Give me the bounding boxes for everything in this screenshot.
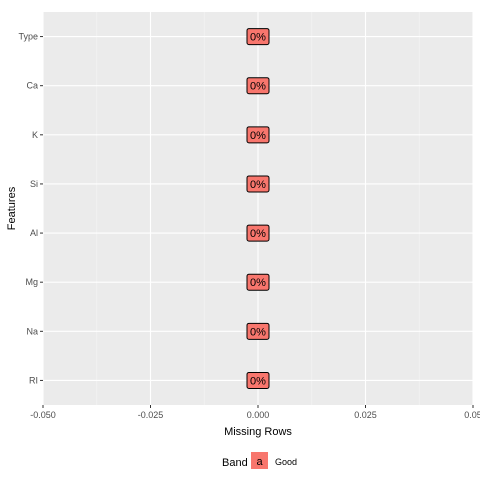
data-label: 0% [246, 175, 270, 193]
legend-item: a Good [251, 452, 297, 469]
x-tick-label: -0.025 [138, 410, 164, 420]
data-label-text: 0% [250, 228, 266, 240]
legend-key [251, 452, 268, 469]
y-tick-label: Type [18, 32, 38, 42]
x-tick-label: 0.05 [464, 410, 480, 420]
data-label: 0% [246, 371, 270, 389]
x-axis: -0.050 -0.025 0.000 0.025 0.05 [30, 405, 480, 420]
data-label: 0% [246, 273, 270, 291]
legend-key-symbol: a [256, 456, 263, 468]
y-tick-label: Si [30, 179, 38, 189]
legend-title: Band [222, 457, 248, 469]
data-label: 0% [246, 77, 270, 95]
data-label: 0% [246, 322, 270, 340]
x-tick-label: 0.000 [247, 410, 270, 420]
data-label-box [246, 322, 270, 340]
y-tick-label: Mg [25, 277, 38, 287]
y-tick-label: Na [26, 326, 38, 336]
y-tick-label: Ca [26, 81, 38, 91]
data-label-text: 0% [250, 375, 266, 387]
y-axis-title: Features [6, 186, 18, 230]
data-label-box [246, 371, 270, 389]
x-tick-label: 0.025 [354, 410, 377, 420]
data-label-box [246, 273, 270, 291]
data-label-box [246, 77, 270, 95]
y-tick-label: RI [29, 375, 38, 385]
data-label-box [246, 28, 270, 46]
data-labels: 0% 0% 0% 0% 0% 0% 0% 0% [246, 28, 270, 389]
y-tick-label: K [32, 130, 38, 140]
data-label-text: 0% [250, 32, 266, 44]
x-tick-label: -0.050 [30, 410, 56, 420]
data-label-text: 0% [250, 326, 266, 338]
legend-item-label: Good [275, 457, 297, 467]
data-label: 0% [246, 28, 270, 46]
data-label-box [246, 175, 270, 193]
data-label-text: 0% [250, 277, 266, 289]
data-label-box [246, 224, 270, 242]
data-label: 0% [246, 126, 270, 144]
y-tick-label: Al [30, 228, 38, 238]
data-label-text: 0% [250, 81, 266, 93]
data-label-text: 0% [250, 130, 266, 142]
data-label-box [246, 126, 270, 144]
data-label: 0% [246, 224, 270, 242]
y-axis: RI Na Mg Al Si K Ca Type [18, 32, 43, 385]
x-axis-title: Missing Rows [224, 426, 292, 438]
data-label-text: 0% [250, 179, 266, 191]
legend: Band a Good [222, 452, 297, 469]
